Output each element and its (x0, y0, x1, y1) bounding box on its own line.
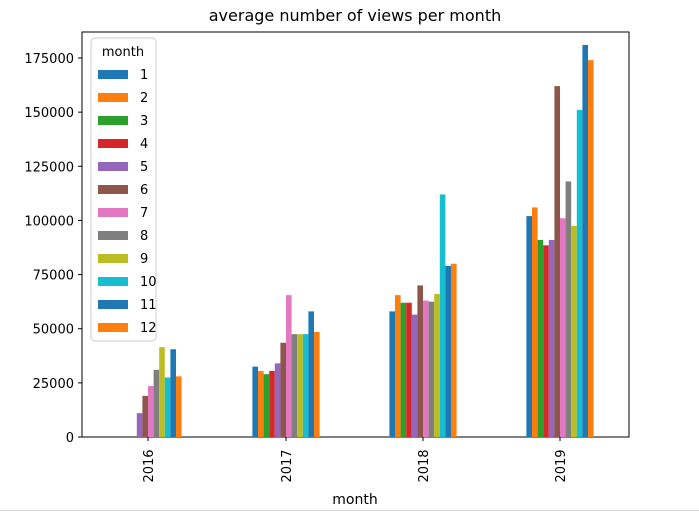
legend-label-9: 9 (140, 252, 148, 267)
bar-2018-month-1 (389, 311, 395, 437)
bar-2017-month-2 (258, 370, 264, 437)
bar-2017-month-1 (252, 366, 258, 437)
legend-label-10: 10 (140, 275, 157, 290)
legend-label-1: 1 (140, 68, 148, 83)
legend-label-4: 4 (140, 137, 148, 152)
y-tick-label: 25000 (33, 377, 74, 392)
bar-2017-month-7 (286, 295, 292, 437)
x-tick-label: 2019 (554, 449, 569, 482)
bar-2018-month-11 (445, 265, 451, 437)
legend-label-2: 2 (140, 91, 148, 106)
bar-2018-month-10 (439, 194, 446, 437)
bar-2019-month-10 (576, 109, 583, 437)
bar-2016-month-6 (142, 395, 148, 437)
y-axis: 0 25000 50000 75000 100000 125000 150000 175000 (24, 52, 82, 446)
bar-2019-month-6 (554, 86, 560, 437)
legend-label-7: 7 (140, 206, 148, 221)
y-tick-label: 150000 (24, 106, 74, 121)
legend-label-12: 12 (140, 321, 157, 336)
bar-2019-month-12 (588, 60, 594, 437)
bar-2016-month-5 (136, 413, 143, 437)
bar-2018-month-5 (411, 314, 418, 437)
y-tick-label: 100000 (24, 214, 74, 229)
y-tick-label: 0 (66, 431, 74, 446)
bar-2018-month-3 (400, 302, 407, 437)
bar-2016-month-11 (170, 349, 176, 437)
plot-frame (81, 31, 630, 438)
legend-label-6: 6 (140, 183, 148, 198)
bar-2016-month-12 (176, 376, 182, 437)
bar-2019-month-2 (532, 207, 538, 437)
bar-2017-month-5 (274, 363, 281, 437)
x-tick-label: 2016 (142, 449, 157, 482)
y-tick-label: 75000 (33, 269, 74, 284)
bar-2017-month-3 (263, 374, 270, 437)
legend-swatch-5 (98, 162, 128, 171)
bar-2017-month-10 (302, 334, 309, 437)
x-tick-label: 2018 (417, 449, 432, 482)
bar-2016-month-7 (148, 386, 154, 437)
bars-layer (136, 44, 594, 438)
legend-swatch-7 (98, 208, 128, 217)
bar-2018-month-7 (423, 300, 429, 437)
legend-swatch-9 (98, 254, 128, 263)
bar-2017-month-6 (280, 342, 286, 437)
bar-2019-month-1 (526, 216, 532, 437)
bar-2017-month-12 (314, 331, 320, 437)
bar-2019-month-11 (582, 44, 588, 438)
legend-swatch-2 (98, 93, 128, 102)
bar-2018-month-2 (395, 295, 401, 437)
legend-label-8: 8 (140, 229, 148, 244)
y-tick-label: 175000 (24, 52, 74, 67)
x-axis-label: month (332, 492, 377, 508)
bar-2017-month-4 (269, 370, 275, 437)
bar-2016-month-8 (153, 369, 160, 437)
bar-2018-month-9 (434, 294, 440, 437)
bar-2018-month-4 (406, 302, 412, 437)
bottom-divider (0, 510, 699, 511)
y-tick-label: 125000 (24, 160, 74, 175)
bar-2019-month-7 (560, 218, 566, 437)
legend-swatch-8 (98, 231, 128, 240)
bar-2019-month-8 (565, 181, 572, 437)
chart-title: average number of views per month (209, 6, 501, 25)
bar-2017-month-8 (291, 334, 298, 437)
x-tick-label: 2017 (280, 449, 295, 482)
bar-2019-month-5 (548, 239, 555, 437)
legend-swatch-3 (98, 116, 128, 125)
legend-swatch-6 (98, 185, 128, 194)
bar-2018-month-12 (451, 263, 457, 437)
bar-2018-month-6 (417, 285, 423, 437)
x-axis: 2016 2017 2018 2019 (142, 437, 569, 483)
bar-2017-month-9 (297, 334, 303, 437)
bar-2019-month-4 (543, 245, 549, 437)
bar-2017-month-11 (308, 311, 314, 437)
bar-2019-month-3 (537, 239, 544, 437)
legend-swatch-12 (98, 323, 128, 332)
bar-2016-month-9 (159, 347, 165, 437)
legend-title: month (102, 45, 144, 60)
legend-swatch-1 (98, 70, 128, 79)
y-tick-label: 50000 (33, 323, 74, 338)
bar-2018-month-8 (428, 301, 435, 437)
bar-2016-month-10 (164, 377, 171, 437)
legend-swatch-11 (98, 300, 128, 309)
legend-swatch-10 (98, 277, 128, 286)
legend-label-5: 5 (140, 160, 148, 175)
legend-label-11: 11 (140, 298, 157, 313)
legend-swatch-4 (98, 139, 128, 148)
legend-label-3: 3 (140, 114, 148, 129)
bar-2019-month-9 (571, 225, 577, 437)
